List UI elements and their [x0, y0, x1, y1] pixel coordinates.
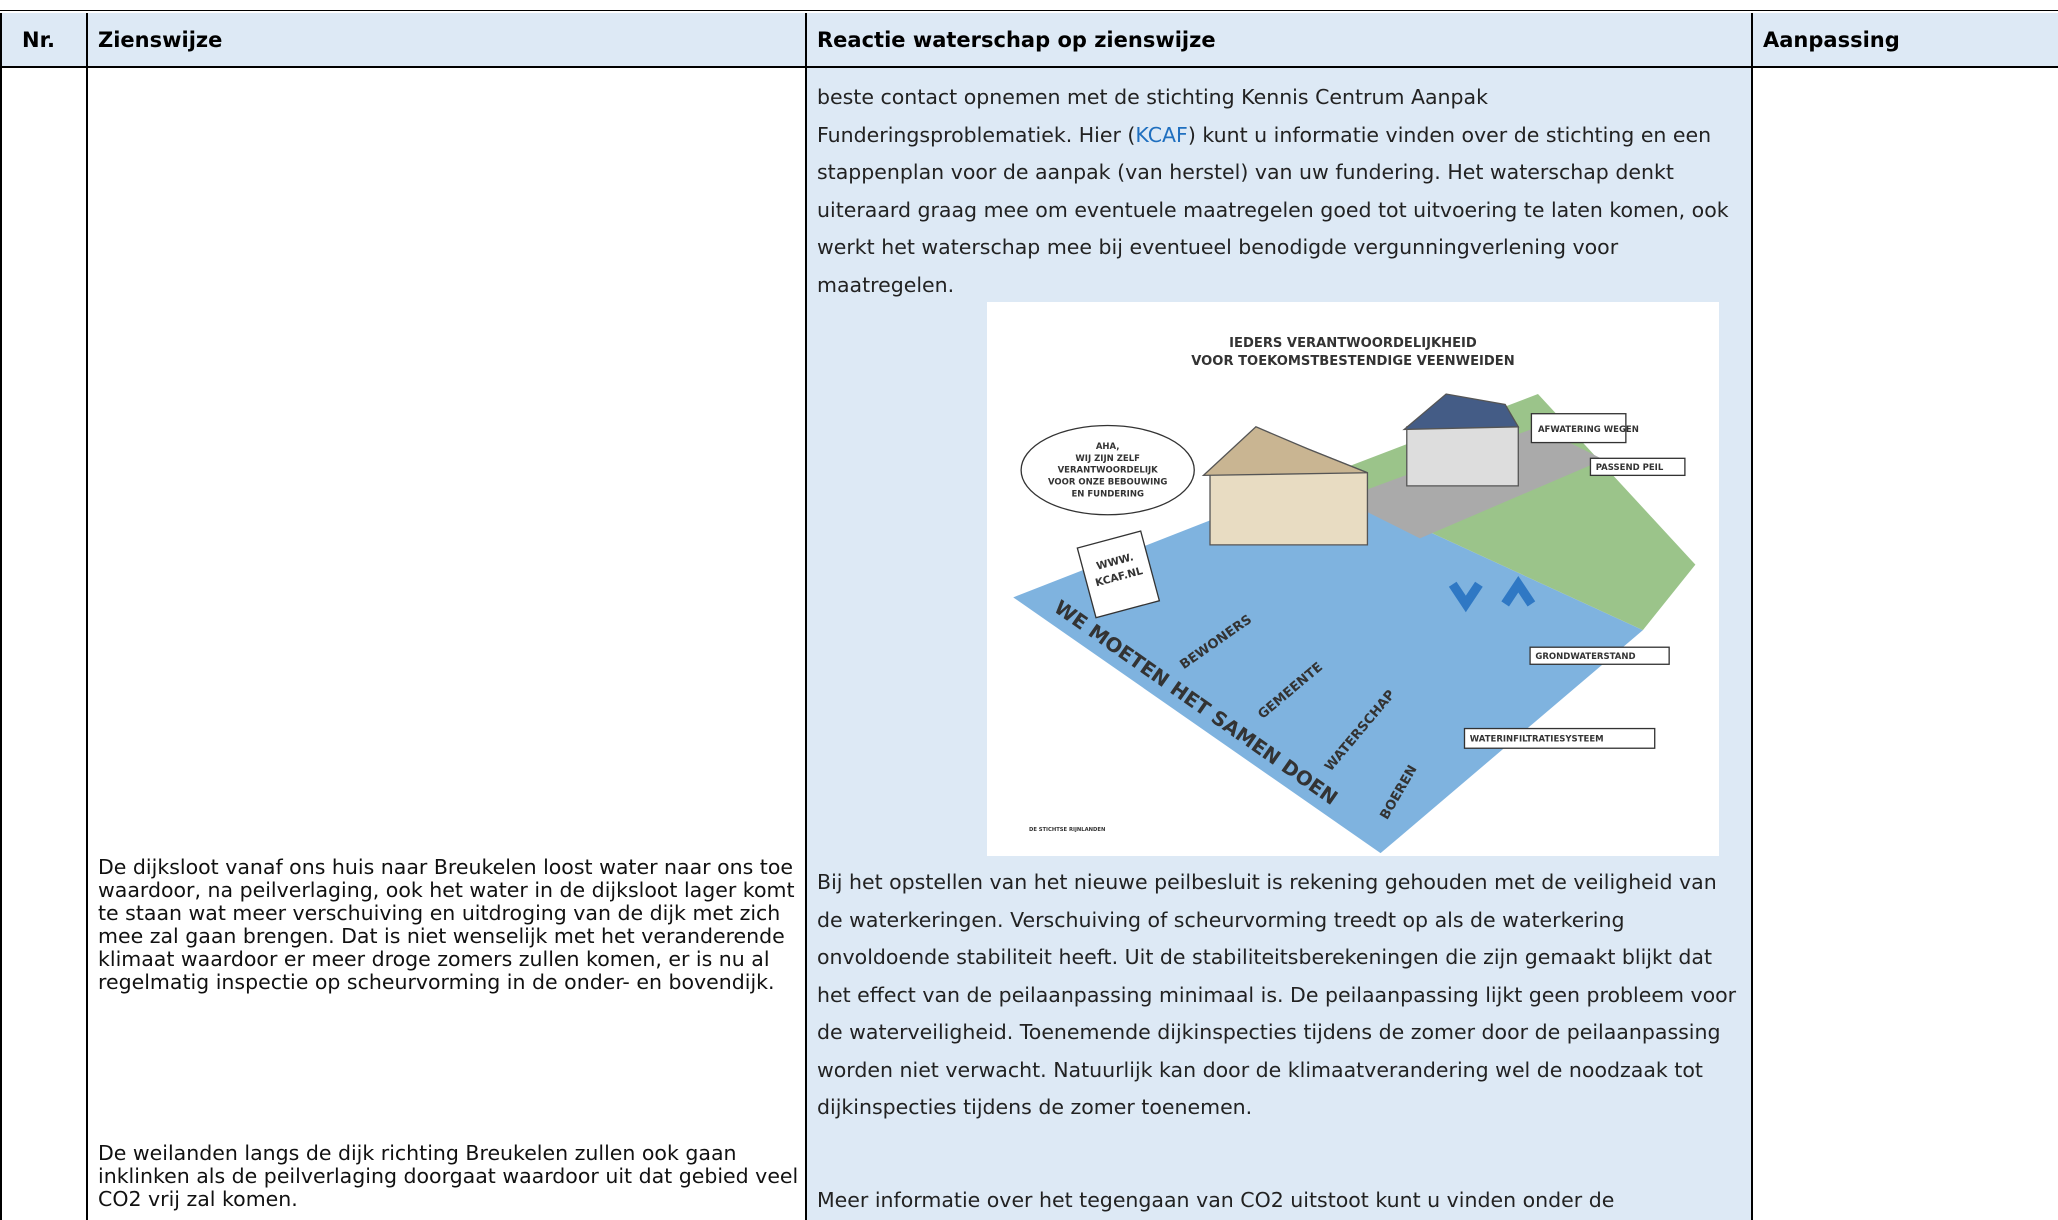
callout: [1589, 457, 1686, 477]
header-row: [0, 13, 2058, 68]
illustration: IEDERS VERANTWOORDELIJKHEID VOOR TOEKOMS…: [987, 302, 1719, 856]
header-cell: Reactie waterschap op zienswijze: [817, 28, 1216, 52]
callout: [1463, 727, 1656, 749]
border: [0, 13, 2, 1220]
paragraph: Bij het opstellen van het nieuwe peilbes…: [817, 870, 1737, 1119]
callout-text: WATERINFILTRATIESYSTEEM: [1470, 735, 1604, 745]
solar-roof: [1402, 393, 1520, 431]
border: [1751, 13, 1753, 1220]
ground: [1013, 479, 1643, 854]
text: beste contact opnemen met de stichting K…: [817, 85, 1488, 147]
callout-text: PASSEND PEIL: [1596, 463, 1664, 473]
paragraph: De weilanden langs de dijk richting Breu…: [98, 1141, 799, 1211]
bubble-text: VOOR ONZE BEBOUWING: [1048, 478, 1167, 488]
header-cell: Nr.: [22, 28, 55, 52]
roof: [1201, 426, 1368, 477]
col-zienswijze: [87, 13, 807, 1220]
callout: [1530, 413, 1627, 444]
header-cell: Zienswijze: [98, 28, 223, 52]
bubble-text: WIJ ZIJN ZELF: [1075, 454, 1140, 464]
text: ) kunt u informatie vinden over de stich…: [817, 122, 1729, 297]
arrows: [1448, 575, 1536, 613]
link[interactable]: KCAF: [1135, 122, 1188, 147]
paragraph: Meer informatie over het tegengaan van C…: [817, 1188, 1615, 1212]
callout-text: GRONDWATERSTAND: [1535, 652, 1635, 662]
thought-bubble: [1020, 424, 1195, 516]
callout-text: AFWATERING WEGEN: [1538, 425, 1639, 435]
bubble-text: AHA,: [1096, 442, 1120, 452]
border: [86, 13, 88, 1220]
bubble-text: VERANTWOORDELIJK: [1058, 466, 1159, 476]
paragraph: De dijksloot vanaf ons huis naar Breukel…: [98, 855, 795, 994]
bubble-text: EN FUNDERING: [1071, 489, 1144, 499]
paragraph: beste contact opnemen met de stichting K…: [817, 79, 1737, 304]
sign: [1076, 530, 1161, 619]
illustration-title: VOOR TOEKOMSTBESTENDIGE VEENWEIDEN: [1191, 354, 1514, 369]
logo-text: DE STICHTSE RIJNLANDEN: [1029, 827, 1105, 833]
header-cell: Aanpassing: [1763, 28, 1900, 52]
callout: [1529, 646, 1670, 665]
border: [805, 13, 807, 1220]
illustration-title: IEDERS VERANTWOORDELIJKHEID: [1229, 336, 1477, 351]
